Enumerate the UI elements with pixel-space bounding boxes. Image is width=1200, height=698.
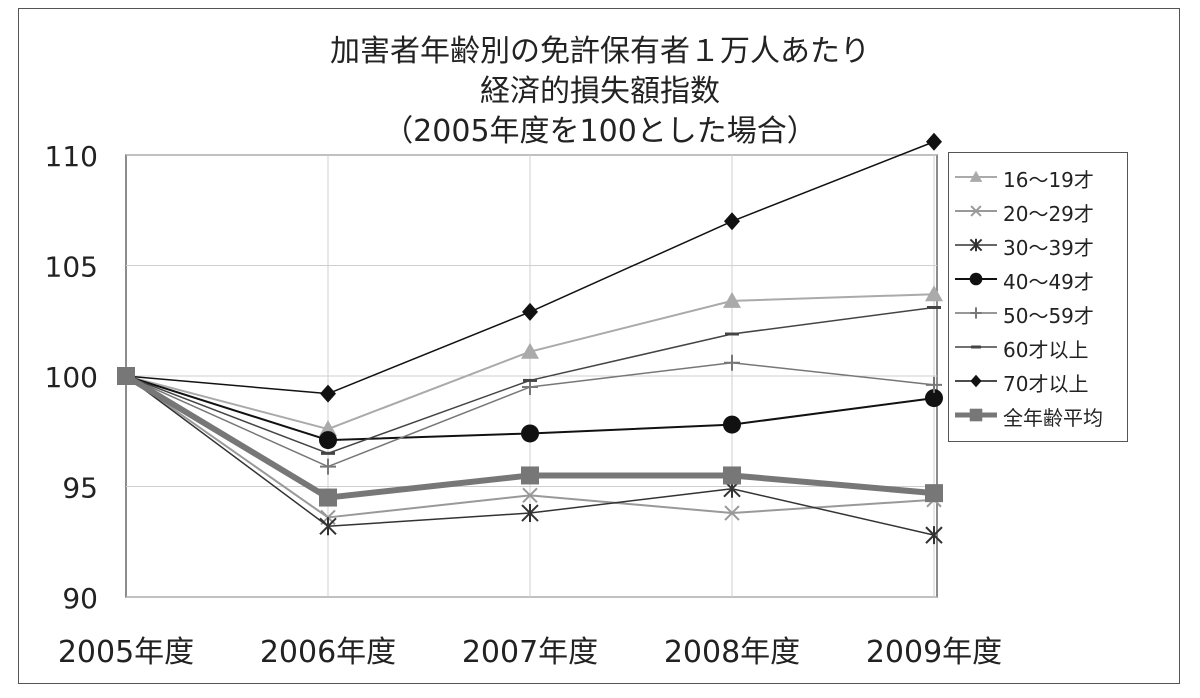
series-8 <box>117 367 943 507</box>
data-point <box>926 132 942 151</box>
legend-label: 60才以上 <box>1003 338 1089 362</box>
legend-item: 16～19才 <box>949 161 1127 193</box>
legend-label: 全年齢平均 <box>1003 406 1103 430</box>
legend-swatch <box>955 170 997 182</box>
y-tick-label: 100 <box>45 361 98 394</box>
data-point <box>319 488 337 507</box>
legend-item: 70才以上 <box>949 365 1127 397</box>
x-tick-label: 2006年度 <box>260 635 396 670</box>
y-tick-label: 105 <box>45 251 98 284</box>
legend-label: 30～39才 <box>1003 236 1094 260</box>
data-point <box>925 285 943 302</box>
legend-swatch <box>955 272 997 286</box>
data-point <box>522 302 538 321</box>
legend-swatch-marker <box>969 408 983 422</box>
legend-item: 50～59才 <box>949 297 1127 329</box>
legend-swatch <box>955 374 997 388</box>
legend-swatch-marker <box>970 307 982 319</box>
data-point <box>723 466 741 485</box>
y-tick-label: 90 <box>62 582 98 615</box>
legend-label: 40～49才 <box>1003 270 1094 294</box>
chart-title-line-3: （2005年度を100とした場合） <box>383 114 817 149</box>
legend-item: 全年齢平均 <box>949 399 1127 431</box>
legend-swatch <box>955 408 997 422</box>
data-point <box>521 504 539 523</box>
legend-swatch-marker <box>969 272 983 286</box>
legend-swatch <box>955 307 997 319</box>
legend-swatch <box>955 238 997 252</box>
chart-title-line-1: 加害者年齢別の免許保有者１万人あたり <box>330 34 870 69</box>
legend-label: 70才以上 <box>1003 372 1089 396</box>
legend-item: 30～39才 <box>949 229 1127 261</box>
data-point <box>724 212 740 231</box>
chart-legend: 16～19才 20～29才 30～39才 40～49才 50～59才 60才以上 70才以上… <box>948 152 1128 442</box>
legend-swatch-marker <box>969 238 983 252</box>
legend-label: 50～59才 <box>1003 304 1094 328</box>
data-point <box>926 376 942 393</box>
legend-item: 60才以上 <box>949 331 1127 363</box>
data-point <box>521 466 539 485</box>
legend-item: 40～49才 <box>949 263 1127 295</box>
y-tick-label: 110 <box>45 140 98 173</box>
x-tick-label: 2008年度 <box>664 635 800 670</box>
data-point <box>723 291 741 308</box>
x-tick-label: 2005年度 <box>58 635 194 670</box>
data-point <box>522 487 538 504</box>
data-point <box>724 505 740 521</box>
chart-title-line-2: 経済的損失額指数 <box>480 74 720 109</box>
data-point <box>521 424 539 443</box>
legend-label: 20～29才 <box>1003 202 1094 226</box>
data-point <box>319 517 337 536</box>
data-point <box>723 415 741 434</box>
x-tick-label: 2007年度 <box>462 635 598 670</box>
legend-swatch-marker <box>970 374 982 388</box>
data-point <box>925 484 943 503</box>
data-point <box>117 367 135 385</box>
data-point <box>925 526 943 545</box>
x-tick-label: 2009年度 <box>866 635 1002 670</box>
legend-swatch-marker <box>969 170 983 182</box>
y-tick-label: 95 <box>62 472 98 505</box>
legend-label: 16～19才 <box>1003 168 1094 192</box>
legend-swatch-marker <box>970 205 982 217</box>
data-point <box>319 431 337 450</box>
legend-swatch <box>955 205 997 217</box>
data-point <box>521 342 539 359</box>
data-point <box>320 458 336 475</box>
data-point <box>320 384 336 403</box>
legend-swatch <box>955 345 997 349</box>
data-point <box>925 389 943 408</box>
data-point <box>319 420 337 437</box>
data-point <box>724 354 740 371</box>
legend-item: 20～29才 <box>949 195 1127 227</box>
